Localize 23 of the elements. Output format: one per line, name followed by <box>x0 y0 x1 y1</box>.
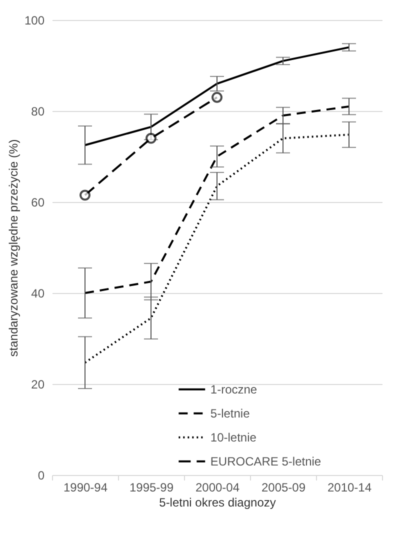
y-tick-label: 20 <box>31 378 45 392</box>
x-tick-label: 1990-94 <box>63 480 108 494</box>
line-series <box>84 134 350 364</box>
legend-label: 1-roczne <box>210 382 258 396</box>
point <box>212 92 222 103</box>
x-tick-label: 2005-09 <box>261 480 306 494</box>
legend-label: 5-letnie <box>210 406 250 420</box>
y-tick-label: 80 <box>31 104 45 118</box>
y-tick-label: 40 <box>31 286 45 300</box>
x-tick-label: 1995-99 <box>129 480 174 494</box>
y-tick-label: 0 <box>38 468 45 482</box>
point <box>80 190 90 201</box>
x-tick-label: 2010-14 <box>327 480 372 494</box>
x-axis-title: 5-letni okres diagnozy <box>159 496 276 510</box>
y-tick-label: 60 <box>31 196 45 210</box>
point <box>146 132 156 144</box>
y-tick-label: 100 <box>24 14 45 28</box>
y-axis-title: standaryzowane względne przeżycie (%) <box>6 139 20 357</box>
x-tick-label: 2000-04 <box>195 480 240 494</box>
line-series <box>84 46 350 146</box>
line-series <box>84 105 350 294</box>
legend-label: 10-letnie <box>210 430 257 444</box>
legend-label: EUROCARE 5-letnie <box>210 454 322 468</box>
